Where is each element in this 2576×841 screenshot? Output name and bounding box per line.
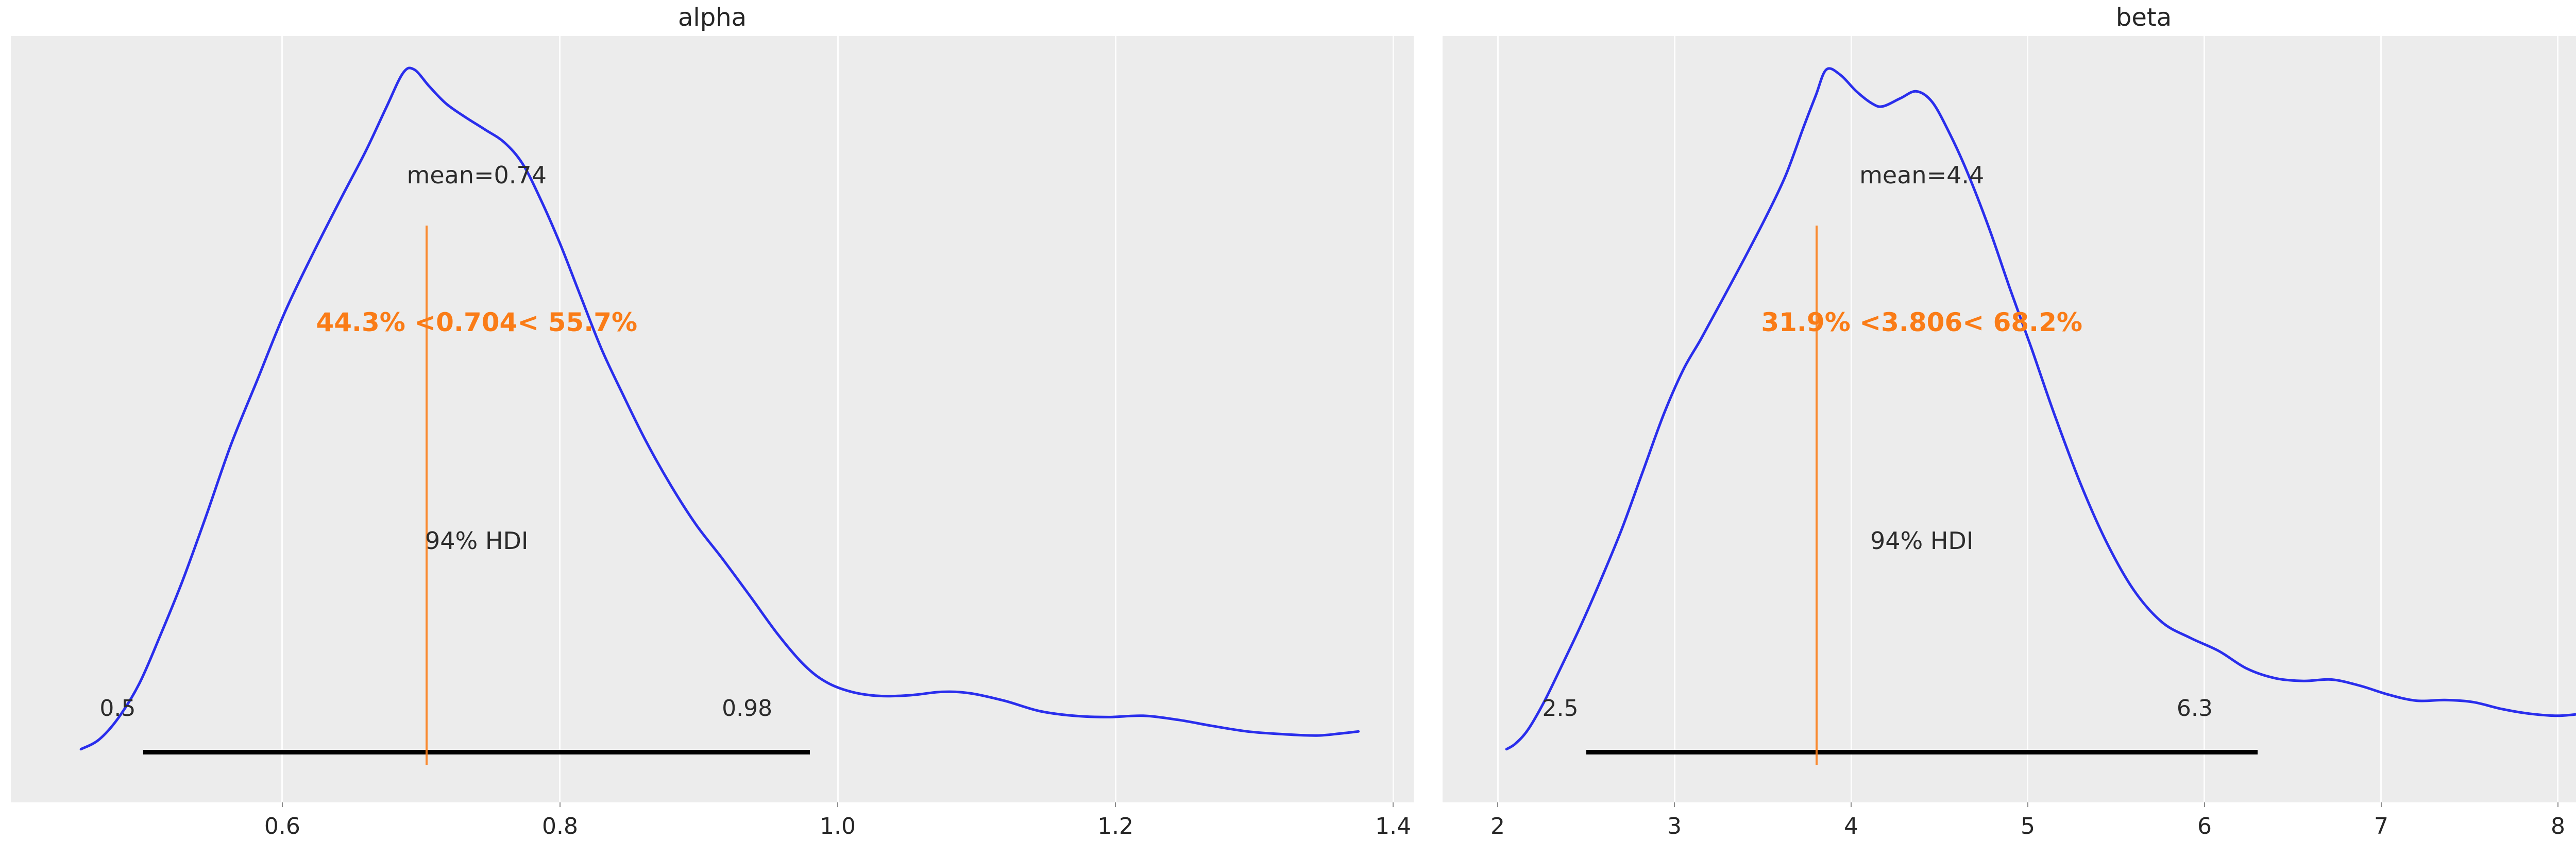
gridline [2027,36,2029,802]
x-tick-label: 5 [2020,813,2035,839]
kde-curve-alpha [79,66,1360,751]
x-tick-label: 2 [1490,813,1505,839]
x-tick-label: 0.8 [541,813,578,839]
x-tick-mark [1115,802,1116,807]
x-tick-label: 1.2 [1097,813,1134,839]
x-tick-label: 1.4 [1375,813,1412,839]
gridline [1392,36,1394,802]
x-tick-label: 7 [2374,813,2388,839]
panel-title-beta: beta [2115,3,2172,32]
gridline [2380,36,2382,802]
hdi-bar [1586,750,2258,754]
x-tick-label: 4 [1844,813,1858,839]
x-tick-label: 8 [2550,813,2565,839]
x-tick-mark [2204,802,2205,807]
gridline [281,36,283,802]
gridline [2557,36,2559,802]
x-tick-label: 3 [1667,813,1682,839]
ref-value-line [426,226,428,765]
x-tick-label: 1.0 [820,813,856,839]
x-tick-mark [1674,802,1675,807]
posterior-panel-beta: beta mean=4.4 31.9% <3.806< 68.2% 94% HD… [1443,0,2576,841]
kde-curve-beta [1505,67,2576,751]
panel-title-alpha: alpha [677,3,747,32]
x-tick-mark [2557,802,2558,807]
x-tick-mark [2027,802,2028,807]
x-tick-mark [1851,802,1852,807]
hdi-lower-label: 2.5 [1542,695,1579,722]
hdi-upper-label: 6.3 [2176,695,2213,722]
mean-label: mean=0.74 [406,161,547,189]
x-tick-label: 6 [2197,813,2212,839]
gridline [1114,36,1116,802]
x-tick-label: 0.6 [264,813,300,839]
posterior-panel-alpha: alpha mean=0.74 44.3% <0.704< 55.7% 94% … [11,0,1414,841]
gridline [1673,36,1675,802]
mean-label: mean=4.4 [1859,161,1985,189]
gridline [837,36,839,802]
gridline [2204,36,2206,802]
gridline [559,36,561,802]
ref-value-label: 44.3% <0.704< 55.7% [316,307,638,337]
hdi-lower-label: 0.5 [99,695,136,722]
gridline [1497,36,1499,802]
hdi-bar [143,750,810,754]
x-tick-mark [1497,802,1498,807]
ref-value-label: 31.9% <3.806< 68.2% [1761,307,2083,337]
gridline [1850,36,1852,802]
ref-value-line [1816,226,1818,765]
x-tick-mark [559,802,561,807]
x-tick-mark [1393,802,1394,807]
x-tick-mark [2380,802,2382,807]
hdi-title: 94% HDI [1870,527,1974,555]
x-tick-mark [837,802,838,807]
hdi-title: 94% HDI [425,527,529,555]
plot-area-beta: mean=4.4 31.9% <3.806< 68.2% 94% HDI 2.5… [1443,36,2576,839]
hdi-upper-label: 0.98 [722,695,773,722]
plot-area-alpha: mean=0.74 44.3% <0.704< 55.7% 94% HDI 0.… [11,36,1414,839]
x-tick-mark [281,802,283,807]
